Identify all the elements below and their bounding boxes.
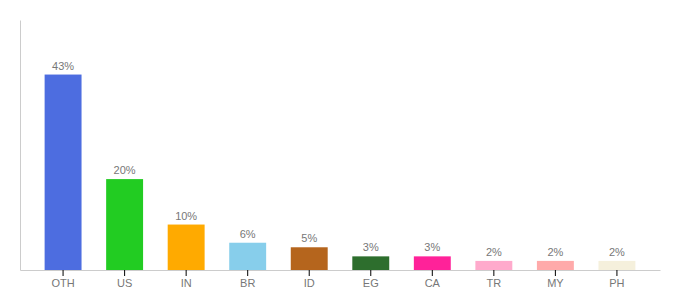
bar [414,256,451,270]
x-tick-mark [555,270,556,276]
x-tick-label: IN [181,277,192,289]
x-tick-label: ID [304,277,315,289]
x-tick-label: US [117,277,132,289]
data-label: 10% [175,210,197,222]
bar [352,256,389,270]
x-tick: EG [363,270,379,289]
data-labels: 43% 20% 10% 6% 5% 3% 3% 2% 2% 2% [52,60,625,258]
bar [229,243,266,270]
x-tick-label: CA [425,277,441,289]
x-axis: OTH US IN BR ID EG CA TR MY PH [21,270,661,289]
y-axis [20,21,21,271]
x-tick: IN [181,270,192,289]
bars [45,75,636,270]
data-label: 3% [363,241,379,253]
data-label: 6% [240,228,256,240]
x-tick-mark [247,270,248,276]
x-tick-mark [309,270,310,276]
bar [291,247,328,270]
x-tick-mark [432,270,433,276]
bar [45,75,82,270]
x-tick-label: OTH [51,277,74,289]
x-tick-label: BR [240,277,255,289]
x-tick-mark [493,270,494,276]
y-axis-line [20,21,21,271]
x-tick: MY [547,270,564,289]
x-tick: BR [240,270,255,289]
x-tick: OTH [51,270,74,289]
x-tick-mark [616,270,617,276]
x-tick-mark [124,270,125,276]
data-label: 2% [486,246,502,258]
data-label: 2% [609,246,625,258]
bar [106,179,143,270]
plot: OTH US IN BR ID EG CA TR MY PH 43% 20% 10% 6% 5% 3% 3% 2%… [21,21,661,289]
data-label: 43% [52,60,74,72]
x-tick-label: EG [363,277,379,289]
bar [475,261,512,270]
x-axis-line [21,270,661,271]
x-tick: TR [487,270,502,289]
data-label: 3% [424,241,440,253]
x-tick-mark [370,270,371,276]
chart: OTH US IN BR ID EG CA TR MY PH 43% 20% 10% 6% 5% 3% 3% 2%… [0,0,680,300]
bar [168,225,205,270]
x-tick-label: PH [609,277,624,289]
x-tick-label: MY [547,277,564,289]
x-tick: CA [425,270,441,289]
data-label: 5% [301,232,317,244]
x-tick: US [117,270,132,289]
bar [598,261,635,270]
data-label: 20% [114,164,136,176]
data-label: 2% [547,246,563,258]
x-tick-mark [186,270,187,276]
bar [537,261,574,270]
x-tick: ID [304,270,315,289]
x-tick-label: TR [487,277,502,289]
x-tick-mark [63,270,64,276]
x-tick: PH [609,270,624,289]
